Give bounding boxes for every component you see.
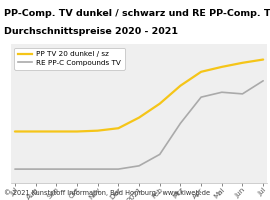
- Text: © 2021 Kunststoff Information, Bad Homburg - www.kiweb.de: © 2021 Kunststoff Information, Bad Hombu…: [4, 189, 210, 196]
- Text: PP-Comp. TV dunkel / schwarz und RE PP-Comp. TV: PP-Comp. TV dunkel / schwarz und RE PP-C…: [4, 9, 270, 18]
- Text: Durchschnittspreise 2020 - 2021: Durchschnittspreise 2020 - 2021: [4, 27, 178, 36]
- Legend: PP TV 20 dunkel / sz, RE PP-C Compounds TV: PP TV 20 dunkel / sz, RE PP-C Compounds …: [14, 48, 124, 70]
